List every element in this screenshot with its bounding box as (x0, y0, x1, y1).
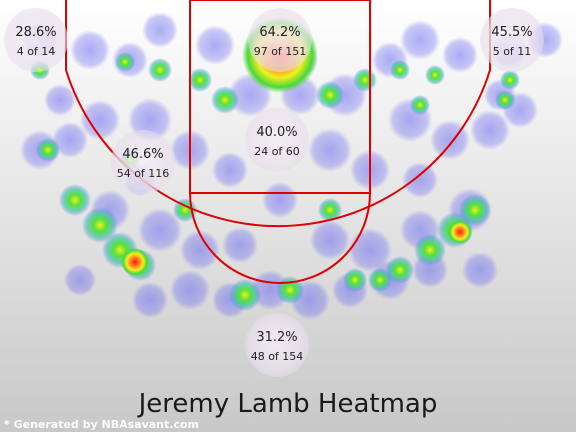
zone-bubble (245, 313, 309, 377)
zone-bubble (4, 8, 68, 72)
zone-paint-non-ra: 40.0% 24 of 60 (245, 108, 309, 172)
heat-blob (425, 65, 445, 85)
zone-left-corner-three: 28.6% 4 of 14 (4, 8, 68, 72)
heat-blob (138, 208, 182, 252)
heat-blob (188, 68, 212, 92)
heat-blob (59, 184, 91, 216)
free-throw-circle (189, 192, 371, 284)
zone-bubble (248, 8, 312, 72)
zone-bubble (245, 108, 309, 172)
heat-blob (180, 230, 220, 270)
heat-blob (495, 90, 515, 110)
court-lines (65, 0, 491, 284)
zone-makes-attempts: 97 of 151 (254, 45, 307, 58)
zone-makes-attempts: 48 of 154 (251, 350, 304, 363)
zone-bubble (480, 8, 544, 72)
heat-blob (402, 162, 438, 198)
heat-blob (386, 256, 414, 284)
heat-blob (316, 81, 344, 109)
heat-blob (470, 110, 510, 150)
heat-blob (148, 58, 172, 82)
chart-title: Jeremy Lamb Heatmap (137, 389, 438, 419)
heat-blob (400, 20, 440, 60)
heat-blob (80, 100, 120, 140)
zone-percentage: 28.6% (15, 25, 56, 40)
heat-blob (229, 279, 261, 311)
zone-percentage: 31.2% (256, 330, 297, 345)
zone-percentage: 40.0% (256, 125, 297, 140)
heat-blob (390, 60, 410, 80)
heat-blob (115, 52, 135, 72)
heat-blob (222, 227, 258, 263)
footer-credit: * Generated by NBAsavant.com (4, 418, 199, 431)
heat-blob (64, 264, 96, 296)
heat-blob (448, 220, 472, 244)
zone-bubble (111, 130, 175, 194)
zone-percentage: 64.2% (259, 25, 300, 40)
heat-blob (262, 182, 298, 218)
heat-blob (353, 68, 377, 92)
heat-blob (142, 12, 178, 48)
zone-labels: 28.6% 4 of 14 64.2% 97 of 151 45.5% 5 of 11 46… (4, 8, 544, 377)
zone-percentage: 46.6% (122, 147, 163, 162)
heat-blob (70, 30, 110, 70)
heat-blob (462, 252, 498, 288)
heat-blob (442, 37, 478, 73)
heat-blob (308, 128, 352, 172)
heat-blob (82, 207, 118, 243)
heat-blob (368, 268, 392, 292)
heat-blob (414, 234, 446, 266)
heat-blob (132, 282, 168, 318)
heat-blob (211, 86, 239, 114)
heat-blob (318, 198, 342, 222)
zone-percentage: 45.5% (491, 25, 532, 40)
heat-blob (195, 25, 235, 65)
zone-makes-attempts: 4 of 14 (17, 45, 56, 58)
zone-above-break-three: 31.2% 48 of 154 (245, 313, 309, 377)
heat-blob (212, 152, 248, 188)
zone-right-corner-three: 45.5% 5 of 11 (480, 8, 544, 72)
heat-blob (36, 138, 60, 162)
heat-blob (500, 70, 520, 90)
heat-blob (170, 270, 210, 310)
heat-blob (348, 228, 392, 272)
zone-makes-attempts: 24 of 60 (254, 145, 300, 158)
heat-blob (410, 95, 430, 115)
heat-blob (44, 84, 76, 116)
heat-blob (310, 220, 350, 260)
zone-makes-attempts: 54 of 116 (117, 167, 170, 180)
three-point-line (65, 0, 491, 228)
heat-blob (121, 248, 149, 276)
heat-blob (52, 122, 88, 158)
heat-blob (343, 268, 367, 292)
heat-blob (459, 194, 491, 226)
zone-makes-attempts: 5 of 11 (493, 45, 532, 58)
paint-box (189, 0, 371, 194)
zone-restricted-area: 64.2% 97 of 151 (248, 8, 312, 72)
zone-left-mid-range: 46.6% 54 of 116 (111, 130, 175, 194)
